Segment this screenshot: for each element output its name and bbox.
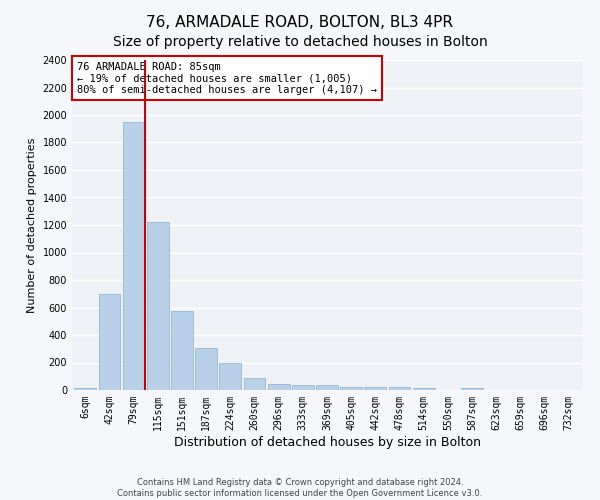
Bar [147, 222, 169, 390]
Bar [220, 362, 241, 390]
Bar [340, 387, 362, 390]
Bar [292, 385, 314, 390]
Bar [74, 388, 96, 390]
Bar [316, 385, 338, 390]
X-axis label: Distribution of detached houses by size in Bolton: Distribution of detached houses by size … [173, 436, 481, 448]
Bar [413, 388, 434, 390]
Y-axis label: Number of detached properties: Number of detached properties [27, 138, 37, 312]
Text: 76 ARMADALE ROAD: 85sqm
← 19% of detached houses are smaller (1,005)
80% of semi: 76 ARMADALE ROAD: 85sqm ← 19% of detache… [77, 62, 377, 95]
Bar [389, 387, 410, 390]
Bar [98, 294, 121, 390]
Text: 76, ARMADALE ROAD, BOLTON, BL3 4PR: 76, ARMADALE ROAD, BOLTON, BL3 4PR [146, 15, 454, 30]
Text: Contains HM Land Registry data © Crown copyright and database right 2024.
Contai: Contains HM Land Registry data © Crown c… [118, 478, 482, 498]
Bar [268, 384, 290, 390]
Bar [364, 387, 386, 390]
Bar [171, 311, 193, 390]
Bar [244, 378, 265, 390]
Bar [195, 348, 217, 390]
Bar [461, 388, 483, 390]
Text: Size of property relative to detached houses in Bolton: Size of property relative to detached ho… [113, 35, 487, 49]
Bar [123, 122, 145, 390]
